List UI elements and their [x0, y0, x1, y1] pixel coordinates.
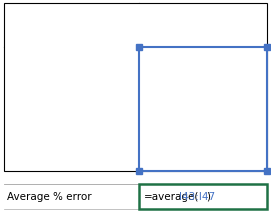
Bar [140, 97, 267, 122]
Bar [140, 3, 267, 47]
Text: 2.25: 2.25 [241, 154, 264, 164]
Bar [4, 97, 140, 122]
Text: 41.1: 41.1 [60, 129, 83, 139]
Bar [4, 147, 140, 172]
Bar [4, 47, 140, 72]
Text: 2: 2 [257, 79, 264, 90]
Text: I43:I47: I43:I47 [179, 192, 215, 202]
Text: Percent error (%): Percent error (%) [159, 20, 248, 30]
Bar [140, 47, 267, 172]
Text: thermometer (°C): thermometer (°C) [7, 18, 100, 28]
Bar [140, 184, 267, 209]
Bar [4, 72, 140, 97]
Bar [140, 72, 267, 97]
Text: 2.75: 2.75 [241, 129, 264, 139]
Text: 2.5: 2.5 [247, 55, 264, 65]
Bar [4, 3, 140, 47]
Text: =average(: =average( [143, 192, 199, 202]
Bar [4, 184, 140, 209]
Bar [4, 122, 140, 147]
Text: Average % error: Average % error [7, 192, 92, 202]
Bar [4, 3, 267, 172]
Text: 1.75: 1.75 [241, 104, 264, 114]
Bar [140, 47, 267, 72]
Bar [140, 147, 267, 172]
Text: 40.7: 40.7 [60, 104, 83, 114]
Bar [4, 172, 267, 184]
Bar [140, 122, 267, 147]
Text: Temperature on: Temperature on [7, 8, 89, 18]
Text: ): ) [206, 192, 210, 202]
Text: 40.8: 40.8 [60, 79, 83, 90]
Text: 40.9: 40.9 [60, 154, 83, 164]
Text: 41: 41 [65, 55, 78, 65]
